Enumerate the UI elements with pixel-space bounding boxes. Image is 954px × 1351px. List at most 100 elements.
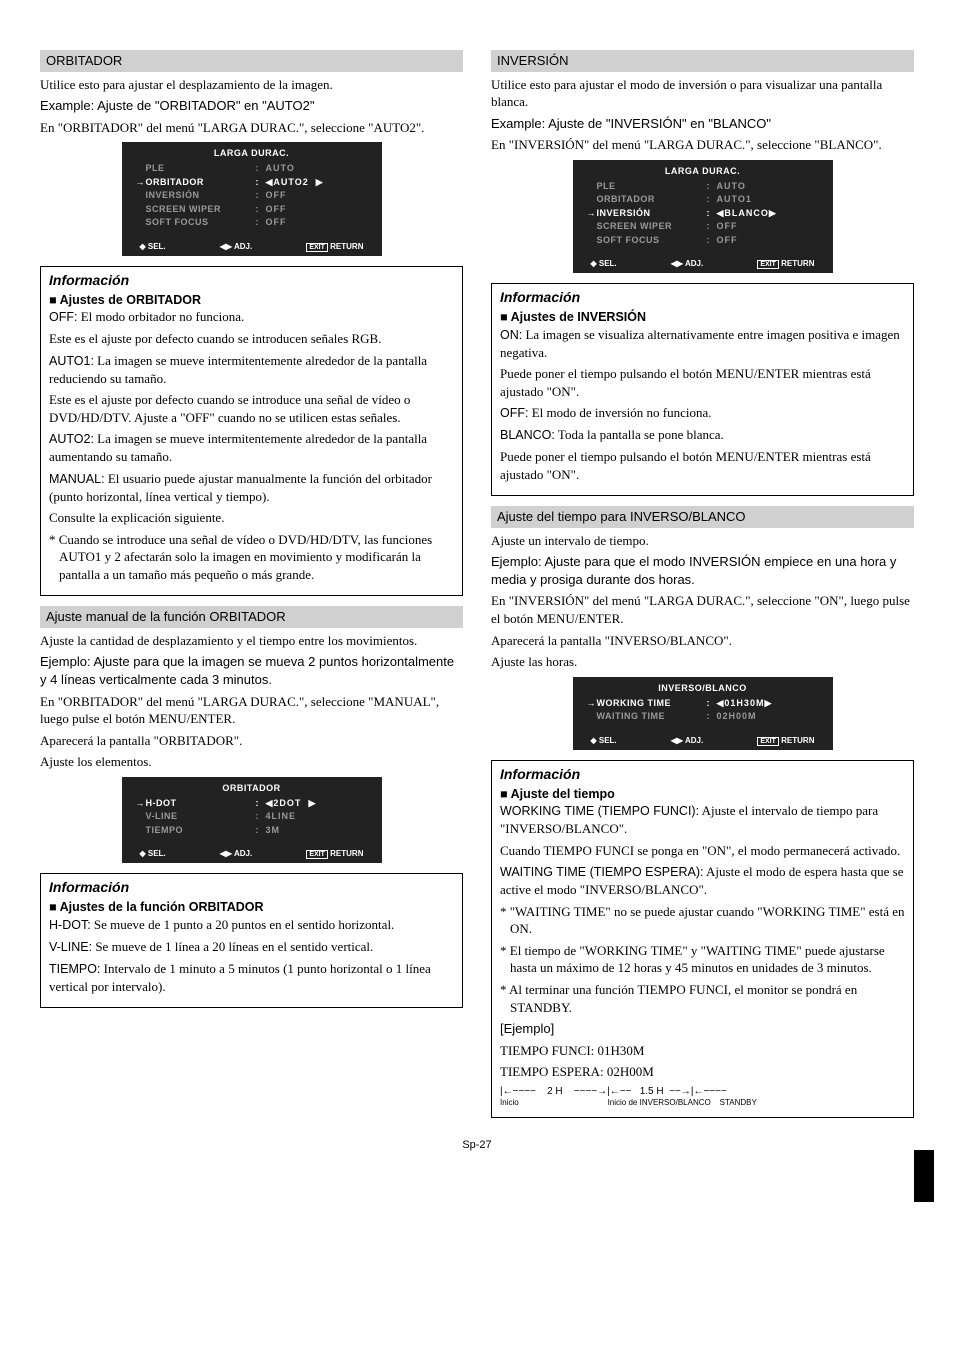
body-text: Ajuste un intervalo de tiempo. — [491, 532, 914, 550]
info-subtitle: ■ Ajustes de INVERSIÓN — [500, 309, 905, 326]
text: La imagen se mueve intermitentemente alr… — [49, 431, 427, 464]
section-title: Ajuste del tiempo para INVERSO/BLANCO — [491, 506, 914, 528]
body-text: En "ORBITADOR" del menú "LARGA DURAC.", … — [40, 693, 463, 728]
menu-hint: ◀▶ ADJ. — [220, 242, 252, 253]
text: Puede poner el tiempo pulsando el botón … — [500, 365, 905, 400]
info-box: Información ■ Ajustes de INVERSIÓN ON: L… — [491, 283, 914, 496]
menu-item: SOFT FOCUS — [597, 234, 707, 248]
menu-item: SCREEN WIPER — [146, 203, 256, 217]
text: Este es el ajuste por defecto cuando se … — [49, 330, 454, 348]
menu-value: ◀2DOT ▶ — [266, 797, 368, 811]
body-text: Utilice esto para ajustar el modo de inv… — [491, 76, 914, 111]
osd-menu: LARGA DURAC. PLE:AUTO →ORBITADOR:◀AUTO2 … — [122, 142, 382, 255]
menu-hint: EXIT RETURN — [306, 242, 363, 253]
info-subtitle: ■ Ajuste del tiempo — [500, 786, 905, 803]
menu-hint: ◆ SEL. — [140, 242, 166, 253]
osd-menu: LARGA DURAC. PLE:AUTO ORBITADOR:AUTO1 →I… — [573, 160, 833, 273]
term: H-DOT: — [49, 918, 91, 932]
menu-title: LARGA DURAC. — [122, 146, 382, 162]
example-text: Example: Ajuste de "INVERSIÓN" en "BLANC… — [491, 115, 914, 133]
info-box: Información ■ Ajustes de ORBITADOR OFF: … — [40, 266, 463, 597]
menu-item: ORBITADOR — [146, 176, 256, 190]
sidebar-tab — [914, 1150, 934, 1202]
info-title: Información — [500, 288, 905, 307]
menu-hint: ◀▶ ADJ. — [671, 736, 703, 747]
text: Puede poner el tiempo pulsando el botón … — [500, 448, 905, 483]
term: MANUAL: — [49, 472, 105, 486]
text: Toda la pantalla se pone blanca. — [555, 427, 724, 442]
info-box: Información ■ Ajustes de la función ORBI… — [40, 873, 463, 1008]
section-title: Ajuste manual de la función ORBITADOR — [40, 606, 463, 628]
text: Consulte la explicación siguiente. — [49, 509, 454, 527]
text: TIEMPO ESPERA: 02H00M — [500, 1063, 905, 1081]
body-text: Ajuste los elementos. — [40, 753, 463, 771]
timeline: |←−−−− 2 H −−−−→|←−− 1.5 H −−→|←−−−− — [500, 1085, 905, 1099]
text: TIEMPO FUNCI: 01H30M — [500, 1042, 905, 1060]
menu-value: AUTO — [266, 162, 368, 176]
menu-item: WAITING TIME — [597, 710, 707, 724]
text: Este es el ajuste por defecto cuando se … — [49, 391, 454, 426]
term: OFF: — [500, 406, 528, 420]
body-text: Utilice esto para ajustar el desplazamie… — [40, 76, 463, 94]
note: * Cuando se introduce una señal de vídeo… — [49, 531, 454, 584]
body-text: Aparecerá la pantalla "ORBITADOR". — [40, 732, 463, 750]
menu-hint: EXIT RETURN — [306, 849, 363, 860]
menu-value: OFF — [717, 234, 819, 248]
menu-value: OFF — [266, 216, 368, 230]
body-text: En "INVERSIÓN" del menú "LARGA DURAC.", … — [491, 592, 914, 627]
menu-value: ◀BLANCO▶ — [717, 207, 819, 221]
menu-title: ORBITADOR — [122, 781, 382, 797]
osd-menu: INVERSO/BLANCO →WORKING TIME:◀01H30M▶ WA… — [573, 677, 833, 750]
info-title: Información — [49, 878, 454, 897]
menu-item: SCREEN WIPER — [597, 220, 707, 234]
timeline-labels: Inicio Inicio de INVERSO/BLANCO STANDBY — [500, 1098, 905, 1109]
menu-title: LARGA DURAC. — [573, 164, 833, 180]
term: BLANCO: — [500, 428, 555, 442]
text: El usuario puede ajustar manualmente la … — [49, 471, 432, 504]
text: Se mueve de 1 línea a 20 líneas en el se… — [92, 939, 373, 954]
term: AUTO2: — [49, 432, 94, 446]
body-text: Ajuste la cantidad de desplazamiento y e… — [40, 632, 463, 650]
example-label: [Ejemplo] — [500, 1020, 905, 1038]
info-title: Información — [500, 765, 905, 784]
menu-item: INVERSIÓN — [597, 207, 707, 221]
text: El modo de inversión no funciona. — [528, 405, 711, 420]
example-text: Ejemplo: Ajuste para que la imagen se mu… — [40, 653, 463, 688]
body-text: Aparecerá la pantalla "INVERSO/BLANCO". — [491, 632, 914, 650]
note: * "WAITING TIME" no se puede ajustar cua… — [500, 903, 905, 938]
info-title: Información — [49, 271, 454, 290]
menu-hint: ◀▶ ADJ. — [671, 259, 703, 270]
term: AUTO1: — [49, 354, 94, 368]
info-subtitle: ■ Ajustes de ORBITADOR — [49, 292, 454, 309]
menu-value: ◀01H30M▶ — [717, 697, 819, 711]
menu-value: OFF — [717, 220, 819, 234]
text: Se mueve de 1 punto a 20 puntos en el se… — [91, 917, 395, 932]
menu-item: H-DOT — [146, 797, 256, 811]
text: La imagen se visualiza alternativamente … — [500, 327, 900, 360]
menu-hint: EXIT RETURN — [757, 259, 814, 270]
menu-item: ORBITADOR — [597, 193, 707, 207]
term: WAITING TIME (TIEMPO ESPERA): — [500, 865, 704, 879]
menu-hint: ◆ SEL. — [591, 259, 617, 270]
text: El modo orbitador no funciona. — [77, 309, 244, 324]
menu-hint: ◆ SEL. — [140, 849, 166, 860]
page-number: Sp-27 — [40, 1138, 914, 1153]
info-subtitle: ■ Ajustes de la función ORBITADOR — [49, 899, 454, 916]
section-title: INVERSIÓN — [491, 50, 914, 72]
example-text: Ejemplo: Ajuste para que el modo INVERSI… — [491, 553, 914, 588]
menu-value: 4LINE — [266, 810, 368, 824]
term: WORKING TIME (TIEMPO FUNCI): — [500, 804, 699, 818]
note: * El tiempo de "WORKING TIME" y "WAITING… — [500, 942, 905, 977]
menu-item: V-LINE — [146, 810, 256, 824]
menu-hint: ◆ SEL. — [591, 736, 617, 747]
menu-item: TIEMPO — [146, 824, 256, 838]
example-text: Example: Ajuste de "ORBITADOR" en "AUTO2… — [40, 97, 463, 115]
menu-item: INVERSIÓN — [146, 189, 256, 203]
menu-value: AUTO1 — [717, 193, 819, 207]
body-text: En "INVERSIÓN" del menú "LARGA DURAC.", … — [491, 136, 914, 154]
text: La imagen se mueve intermitentemente alr… — [49, 353, 427, 386]
menu-hint: ◀▶ ADJ. — [220, 849, 252, 860]
menu-title: INVERSO/BLANCO — [573, 681, 833, 697]
note: * Al terminar una función TIEMPO FUNCI, … — [500, 981, 905, 1016]
body-text: Ajuste las horas. — [491, 653, 914, 671]
